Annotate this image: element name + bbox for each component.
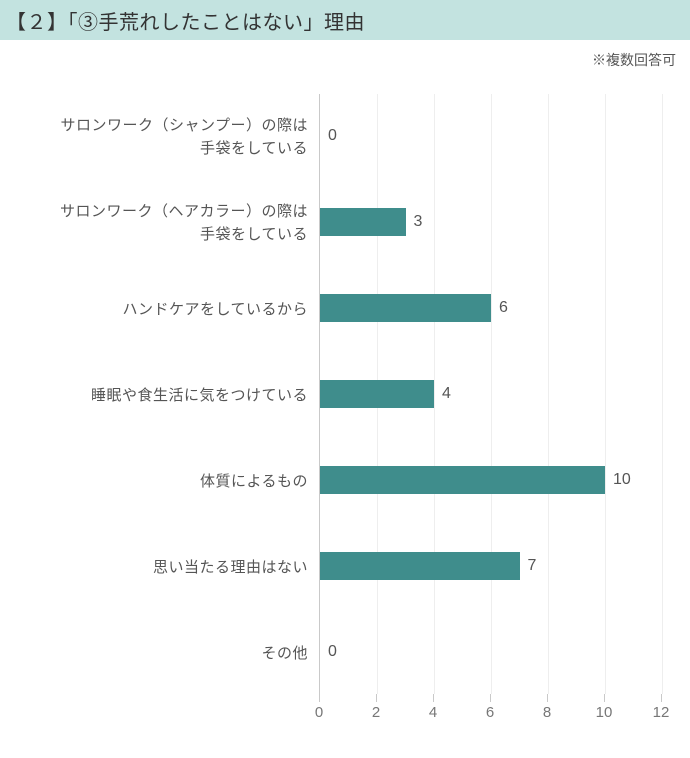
x-tick [604,694,605,702]
x-tick-label: 12 [653,704,670,721]
bar [320,466,605,494]
bar-row: 0 [320,122,661,150]
chart-area: 0 3 6 4 10 7 0 0 2 4 6 8 10 12 サロンワーク（シャンプー）の際は手袋をして… [0,94,690,754]
category-label: 体質によるもの [0,470,308,493]
bar-row: 7 [320,552,661,580]
title-band: 【２】「③手荒れしたことはない」理由 [0,0,690,40]
x-tick [490,694,491,702]
x-tick-label: 6 [486,704,494,721]
category-label-line: その他 [0,642,308,665]
x-axis: 024681012 [319,694,661,734]
bar-value: 6 [491,294,508,322]
bar-value: 0 [320,122,337,150]
bar-row: 10 [320,466,661,494]
gridline [662,94,663,694]
bar-row: 3 [320,208,661,236]
bar [320,552,520,580]
x-tick [319,694,320,702]
category-label: サロンワーク（ヘアカラー）の際は手袋をしている [0,200,308,247]
x-tick-label: 4 [429,704,437,721]
bar [320,208,406,236]
bar-value: 10 [605,466,631,494]
multiple-answers-note: ※複数回答可 [0,40,690,70]
bar [320,294,491,322]
category-label: サロンワーク（シャンプー）の際は手袋をしている [0,114,308,161]
x-tick [376,694,377,702]
bar-row: 0 [320,638,661,666]
x-tick [547,694,548,702]
bar-value: 3 [406,208,423,236]
x-tick-label: 2 [372,704,380,721]
category-label-line: 睡眠や食生活に気をつけている [0,384,308,407]
x-tick-label: 8 [543,704,551,721]
category-label-line: サロンワーク（ヘアカラー）の際は [0,200,308,223]
category-label-line: サロンワーク（シャンプー）の際は [0,114,308,137]
category-label-line: 体質によるもの [0,470,308,493]
plot-region: 0 3 6 4 10 7 0 [319,94,661,694]
x-tick-label: 0 [315,704,323,721]
bar-value: 0 [320,638,337,666]
category-label-line: ハンドケアをしているから [0,298,308,321]
category-label: その他 [0,642,308,665]
x-tick [433,694,434,702]
bar-value: 7 [520,552,537,580]
x-tick-label: 10 [596,704,613,721]
category-label-line: 手袋をしている [0,223,308,246]
category-label: ハンドケアをしているから [0,298,308,321]
bar-row: 6 [320,294,661,322]
bar [320,380,434,408]
x-tick [661,694,662,702]
category-label: 睡眠や食生活に気をつけている [0,384,308,407]
category-label: 思い当たる理由はない [0,556,308,579]
chart-title: 【２】「③手荒れしたことはない」理由 [0,6,365,35]
category-label-line: 思い当たる理由はない [0,556,308,579]
bar-value: 4 [434,380,451,408]
category-label-line: 手袋をしている [0,137,308,160]
bar-row: 4 [320,380,661,408]
